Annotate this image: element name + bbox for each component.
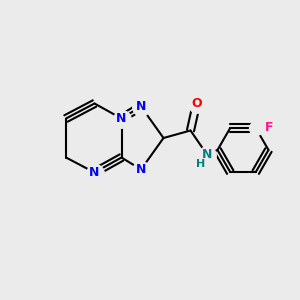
Text: O: O — [191, 97, 202, 110]
Text: N: N — [136, 163, 146, 176]
Text: H: H — [196, 159, 205, 169]
Text: N: N — [89, 166, 100, 179]
Text: N: N — [116, 112, 127, 125]
Text: F: F — [266, 122, 274, 134]
Text: N: N — [202, 148, 212, 161]
Text: N: N — [136, 100, 146, 113]
